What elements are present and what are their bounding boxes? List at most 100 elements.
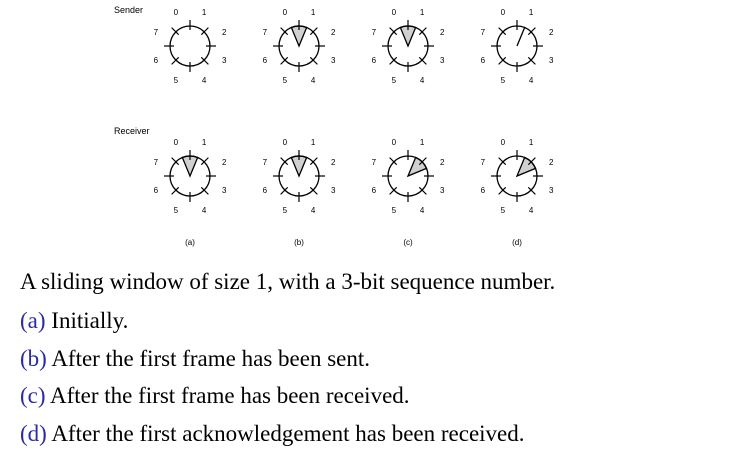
receiver-wheel-a-tick	[200, 157, 209, 166]
sender-wheel-b-seq-label: 1	[311, 8, 316, 17]
sender-wheel-b-tick	[280, 27, 289, 36]
sender-wheel-c-seq-label: 4	[420, 76, 425, 85]
sender-wheel-d-seq-label: 4	[529, 76, 534, 85]
receiver-wheel-a-tick	[200, 186, 209, 195]
receiver-wheel-a-seq-label: 4	[202, 206, 207, 215]
receiver-wheel-b-seq-label: 2	[331, 158, 336, 167]
sub-label-d: (d)	[512, 238, 522, 247]
receiver-wheel-d-tick	[527, 186, 536, 195]
receiver-wheel-b-seq-label: 3	[331, 186, 336, 195]
sender-wheel-a-seq-label: 5	[174, 76, 179, 85]
receiver-wheel-d-seq-label: 4	[529, 206, 534, 215]
receiver-wheel-b: 0 1 2 3 4 5 6 7	[263, 138, 336, 215]
receiver-wheel-a-seq-label: 2	[222, 158, 227, 167]
receiver-wheel-b-tick	[280, 186, 289, 195]
receiver-wheel-c-tick	[418, 186, 427, 195]
sender-wheel-c-seq-label: 1	[420, 8, 425, 17]
caption-text-a: Initially.	[51, 308, 129, 333]
sender-wheel-b-seq-label: 5	[283, 76, 288, 85]
sub-label-b: (b)	[294, 238, 304, 247]
sender-wheel-c-tick	[389, 27, 398, 36]
sender-wheel-b-seq-label: 6	[263, 56, 268, 65]
sender-wheel-b-seq-label: 3	[331, 56, 336, 65]
sender-wheel-a: 0 1 2 3 4 5 6 7	[154, 8, 227, 85]
receiver-label: Receiver	[114, 126, 150, 136]
caption-key-a: (a)	[20, 308, 46, 333]
sender-wheel-b-seq-label: 7	[263, 28, 268, 37]
receiver-wheel-d-seq-label: 6	[481, 186, 486, 195]
receiver-wheel-a-seq-label: 7	[154, 158, 159, 167]
sender-wheel-a-tick	[200, 56, 209, 65]
sender-wheel-d-tick	[498, 56, 507, 65]
sender-wheel-a-seq-label: 6	[154, 56, 159, 65]
receiver-wheel-d-tick	[498, 157, 507, 166]
caption-item-a: (a) Initially.	[20, 302, 740, 340]
sender-wheel-c: 0 1 2 3 4 5 6 7	[372, 8, 445, 85]
sender-wheel-a-seq-label: 4	[202, 76, 207, 85]
receiver-wheel-d-seq-label: 1	[529, 138, 534, 147]
receiver-wheel-c-tick	[418, 157, 427, 166]
sender-wheel-d: 0 1 2 3 4 5 6 7	[481, 8, 554, 85]
sub-label-c: (c)	[403, 238, 413, 247]
sender-wheel-b-tick	[309, 56, 318, 65]
sender-wheel-a-tick	[171, 27, 180, 36]
sender-wheel-a-seq-label: 1	[202, 8, 207, 17]
receiver-wheel-d-seq-label: 7	[481, 158, 486, 167]
receiver-wheel-d-tick	[527, 157, 536, 166]
caption-item-c: (c) After the first frame has been recei…	[20, 377, 740, 415]
sender-wheel-c-seq-label: 2	[440, 28, 445, 37]
wheel-grid: 0 1 2 3 4 5 6 7 0 1 2 3 4 5 6 7 0 1 2 3 4 5 6 7 0 1 2 3 4 5 6 7 0 1 2 3 4 5 6 7…	[154, 8, 554, 215]
receiver-wheel-c-seq-label: 1	[420, 138, 425, 147]
caption-key-b: (b)	[20, 345, 47, 371]
receiver-wheel-b-seq-label: 5	[283, 206, 288, 215]
sender-wheel-a-seq-label: 2	[222, 28, 227, 37]
receiver-wheel-c-seq-label: 2	[440, 158, 445, 167]
sender-wheel-c-tick	[418, 27, 427, 36]
caption-key-d: (d)	[20, 420, 47, 446]
caption-item-d: (d) After the first acknowledgement has …	[20, 415, 740, 453]
sender-wheel-d-seq-label: 6	[481, 56, 486, 65]
sender-wheel-c-seq-label: 0	[392, 8, 397, 17]
sender-wheel-c-tick	[389, 56, 398, 65]
caption-text-d: After the first acknowledgement has been…	[51, 420, 525, 446]
receiver-wheel-a-seq-label: 3	[222, 186, 227, 195]
receiver-wheel-a: 0 1 2 3 4 5 6 7	[154, 138, 227, 215]
sender-wheel-c-tick	[418, 56, 427, 65]
receiver-wheel-b-seq-label: 4	[311, 206, 316, 215]
sender-wheel-a-tick	[171, 56, 180, 65]
receiver-wheel-a-tick	[171, 157, 180, 166]
caption-key-c: (c)	[20, 383, 46, 408]
sender-wheel-d-pointer	[516, 27, 526, 47]
sender-wheel-d-seq-label: 2	[549, 28, 554, 37]
sender-wheel-b-seq-label: 2	[331, 28, 336, 37]
receiver-wheel-c-seq-label: 7	[372, 158, 377, 167]
sender-wheel-c-seq-label: 7	[372, 28, 377, 37]
caption-title: A sliding window of size 1, with a 3-bit…	[20, 269, 556, 294]
receiver-wheel-c-tick	[389, 157, 398, 166]
receiver-wheel-a-tick	[171, 186, 180, 195]
receiver-wheel-b-seq-label: 0	[283, 138, 288, 147]
receiver-wheel-b-tick	[280, 157, 289, 166]
receiver-wheel-c-tick	[389, 186, 398, 195]
sender-wheel-c-seq-label: 3	[440, 56, 445, 65]
caption: A sliding window of size 1, with a 3-bit…	[20, 262, 740, 452]
sender-wheel-b-tick	[309, 27, 318, 36]
caption-text-b: After the first frame has been sent.	[51, 345, 370, 371]
receiver-wheel-b-tick	[309, 186, 318, 195]
receiver-wheel-c-seq-label: 4	[420, 206, 425, 215]
receiver-wheel-d: 0 1 2 3 4 5 6 7	[481, 138, 554, 215]
sender-wheel-a-seq-label: 7	[154, 28, 159, 37]
receiver-wheel-d-seq-label: 2	[549, 158, 554, 167]
sender-wheel-b-seq-label: 0	[283, 8, 288, 17]
receiver-wheel-b-seq-label: 7	[263, 158, 268, 167]
receiver-wheel-b-tick	[309, 157, 318, 166]
sliding-window-diagram: Sender Receiver 0 1 2 3 4 5 6 7 0 1 2 3 4 5 6 7 0 1 2 3 4 5 6 7…	[114, 5, 554, 247]
receiver-wheel-c-seq-label: 6	[372, 186, 377, 195]
receiver-wheel-d-tick	[498, 186, 507, 195]
sender-wheel-c-seq-label: 5	[392, 76, 397, 85]
caption-item-b: (b) After the first frame has been sent.	[20, 340, 740, 378]
receiver-wheel-d-seq-label: 0	[501, 138, 506, 147]
sender-wheel-b-seq-label: 4	[311, 76, 316, 85]
sender-wheel-d-tick	[527, 27, 536, 36]
receiver-wheel-c-seq-label: 0	[392, 138, 397, 147]
